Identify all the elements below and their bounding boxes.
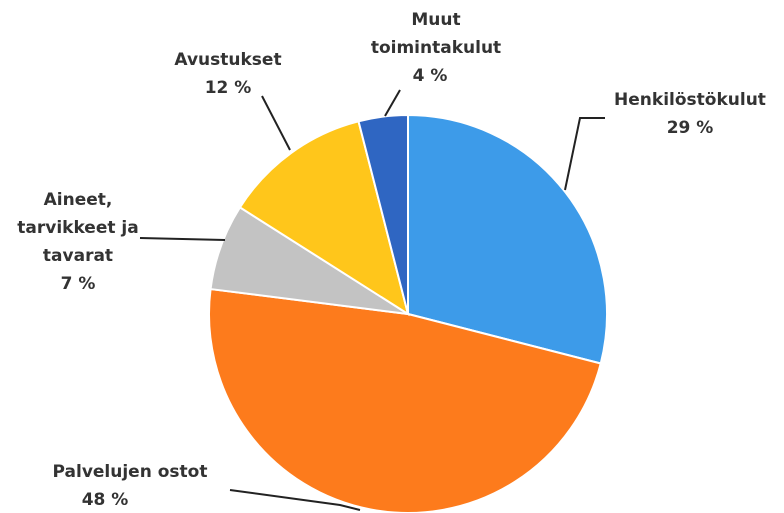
pie-slice — [208, 287, 602, 513]
category-label: Muut — [411, 10, 460, 30]
leader-line — [564, 117, 605, 191]
category-label: Avustukset — [174, 50, 281, 70]
category-label: tarvikkeet ja — [17, 218, 138, 238]
category-label: Palvelujen ostot — [53, 462, 208, 482]
pie-slice — [407, 113, 608, 365]
value-label: 29 % — [667, 118, 714, 138]
value-label: 12 % — [205, 78, 252, 98]
value-label: 48 % — [82, 490, 129, 510]
category-label: tavarat — [43, 246, 113, 266]
value-label: 7 % — [61, 274, 96, 294]
pie-slice — [357, 113, 409, 315]
category-label: Henkilöstökulut — [614, 90, 766, 110]
leader-line — [229, 489, 361, 511]
leader-line — [139, 237, 226, 241]
category-label: Aineet, — [44, 190, 113, 210]
leader-line — [261, 95, 291, 151]
category-label: toimintakulut — [371, 38, 501, 58]
leader-line — [384, 89, 401, 117]
value-label: 4 % — [413, 66, 448, 86]
pie-slice — [238, 120, 410, 317]
